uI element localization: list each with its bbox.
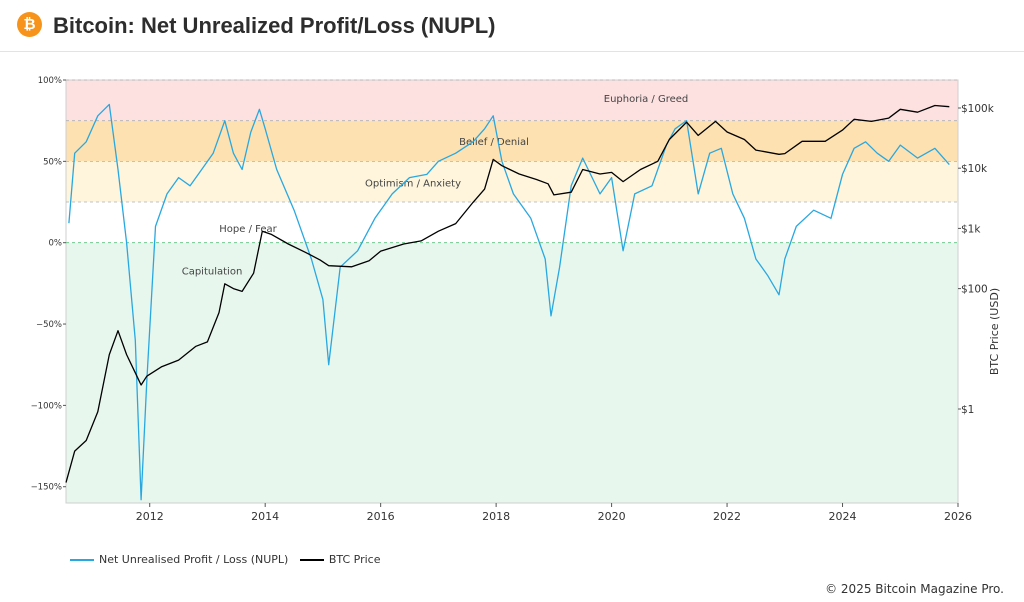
page-header: ₿ Bitcoin: Net Unrealized Profit/Loss (N… [0, 0, 1024, 52]
chart-legend: Net Unrealised Profit / Loss (NUPL) BTC … [70, 552, 389, 568]
x-tick-label: 2026 [944, 510, 972, 523]
legend-label-btc-price: BTC Price [328, 552, 381, 566]
y-right-tick-label: $10k [961, 163, 988, 175]
x-tick-label: 2016 [367, 510, 395, 523]
y-left-tick-label: 50% [43, 157, 62, 167]
y-right-tick-label: $1 [961, 404, 974, 416]
y-right-tick-label: $1k [961, 223, 981, 235]
y-left-tick-label: −50% [36, 320, 62, 330]
series-line-btc-price[interactable] [65, 104, 950, 483]
y-left-tick-label: 100% [38, 76, 62, 86]
x-tick-label: 2024 [829, 510, 857, 523]
legend-swatch-nupl [70, 558, 94, 561]
y-left-tick-label: −100% [31, 401, 62, 411]
page-title: Bitcoin: Net Unrealized Profit/Loss (NUP… [53, 13, 496, 38]
series-line-nupl[interactable] [68, 103, 950, 501]
legend-swatch-btc-price [299, 558, 324, 561]
y-right-tick-label: $100 [961, 284, 988, 296]
legend-label-nupl: Net Unrealised Profit / Loss (NUPL) [99, 552, 289, 566]
legend-item-btc-price[interactable]: BTC Price [299, 552, 381, 566]
y-left-tick-label: 0% [49, 239, 63, 249]
bitcoin-logo-icon: ₿ [17, 12, 42, 37]
y-right-tick-label: $100k [961, 103, 995, 115]
y-left-tick-label: −150% [31, 483, 62, 493]
x-tick-label: 2012 [136, 510, 164, 523]
zone-label-hope-fear: Hope / Fear [219, 224, 277, 235]
zone-label-optimism-anxiety: Optimism / Anxiety [365, 178, 461, 189]
legend-item-nupl[interactable]: Net Unrealised Profit / Loss (NUPL) [70, 553, 288, 566]
x-tick-label: 2014 [251, 510, 279, 523]
zone-label-euphoria-greed: Euphoria / Greed [604, 94, 689, 105]
y-right-axis-label: BTC Price (USD) [988, 288, 1001, 375]
zone-hope-fear [66, 202, 958, 243]
x-tick-label: 2020 [598, 510, 626, 523]
zone-optimism-anxiety [66, 161, 958, 203]
zone-label-belief-denial: Belief / Denial [459, 137, 529, 148]
copyright-credit: © 2025 Bitcoin Magazine Pro. [825, 582, 1004, 596]
x-tick-label: 2018 [482, 510, 510, 523]
nupl-chart[interactable]: Euphoria / Greed Belief / Denial Optimism … [0, 60, 1024, 580]
zone-label-capitulation: Capitulation [182, 266, 243, 277]
zone-capitulation [66, 242, 958, 503]
zone-euphoria-greed [66, 80, 958, 121]
x-tick-label: 2022 [713, 510, 741, 523]
